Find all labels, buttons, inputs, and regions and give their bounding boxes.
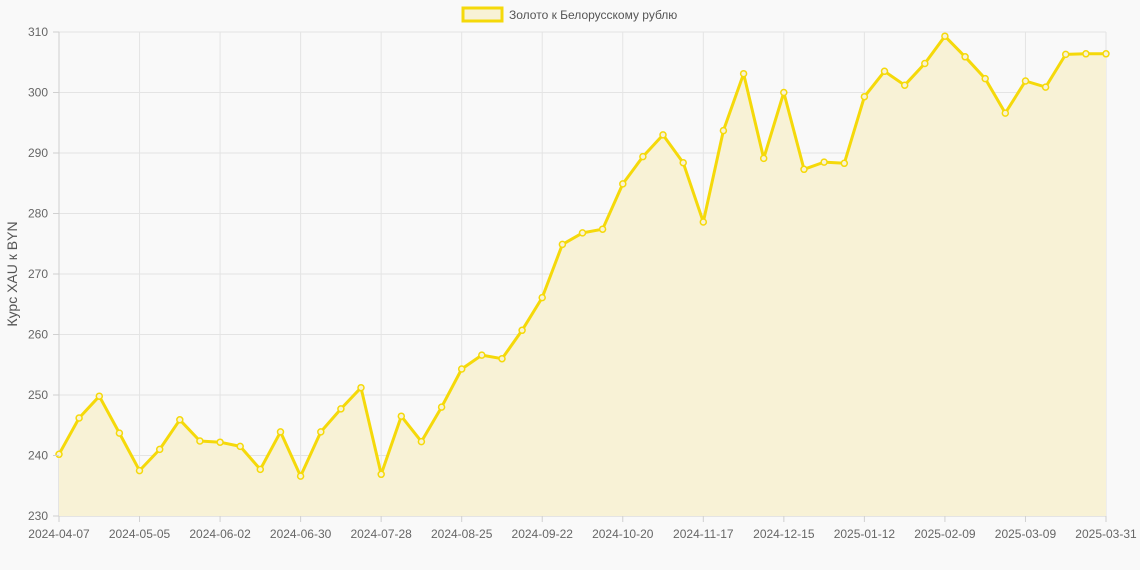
data-point[interactable] xyxy=(1061,50,1070,59)
data-point[interactable] xyxy=(95,392,104,400)
y-tick-label: 230 xyxy=(28,509,48,523)
data-point[interactable] xyxy=(699,218,708,226)
series-area xyxy=(59,36,1106,516)
data-point[interactable] xyxy=(417,437,426,446)
data-point[interactable] xyxy=(55,450,63,459)
x-tick-label: 2024-07-28 xyxy=(350,527,412,541)
data-point[interactable] xyxy=(719,126,728,135)
data-point[interactable] xyxy=(115,429,124,437)
x-tick-label: 2024-06-02 xyxy=(189,527,251,541)
data-point[interactable] xyxy=(619,180,627,188)
data-point[interactable] xyxy=(961,53,969,61)
data-point[interactable] xyxy=(860,92,869,101)
x-tick-label: 2024-04-07 xyxy=(28,527,90,541)
data-point[interactable] xyxy=(478,351,486,359)
data-point[interactable] xyxy=(1041,83,1050,91)
data-point[interactable] xyxy=(135,466,144,475)
data-point[interactable] xyxy=(296,472,305,480)
data-point[interactable] xyxy=(1021,77,1030,85)
y-tick-label: 270 xyxy=(28,267,48,281)
data-point[interactable] xyxy=(196,437,204,445)
chart-legend[interactable]: Золото к Белорусскому рублю xyxy=(461,6,677,23)
data-point[interactable] xyxy=(538,293,546,302)
series-area-fill xyxy=(59,36,1106,516)
data-point[interactable] xyxy=(377,470,385,479)
data-point[interactable] xyxy=(659,131,667,139)
data-point[interactable] xyxy=(397,412,406,420)
data-point[interactable] xyxy=(981,74,989,83)
data-point[interactable] xyxy=(598,225,607,233)
x-tick-label: 2025-03-09 xyxy=(995,527,1057,541)
series-points xyxy=(55,32,1110,480)
legend-swatch xyxy=(461,6,504,23)
x-tick-label: 2025-01-12 xyxy=(834,527,896,541)
data-point[interactable] xyxy=(880,67,889,76)
y-axis-label: Курс XAU к BYN xyxy=(4,221,20,326)
data-point[interactable] xyxy=(840,159,849,168)
data-point[interactable] xyxy=(176,416,184,424)
x-tick-label: 2024-06-30 xyxy=(270,527,332,541)
y-tick-label: 250 xyxy=(28,388,48,402)
x-tick-label: 2025-02-09 xyxy=(914,527,976,541)
y-tick-label: 260 xyxy=(28,328,48,342)
x-tick-label: 2024-09-22 xyxy=(512,527,574,541)
data-point[interactable] xyxy=(639,152,647,161)
y-axis-ticks: 230 240 250 260 270 280 290 300 310 xyxy=(28,25,59,523)
data-point[interactable] xyxy=(457,365,466,373)
data-point[interactable] xyxy=(1001,109,1010,117)
data-point[interactable] xyxy=(75,414,83,422)
data-point[interactable] xyxy=(155,445,164,454)
data-point[interactable] xyxy=(276,428,285,436)
data-point[interactable] xyxy=(1082,50,1090,58)
data-point[interactable] xyxy=(498,354,506,363)
data-point[interactable] xyxy=(921,59,929,68)
data-point[interactable] xyxy=(900,81,909,89)
x-tick-label: 2024-11-17 xyxy=(673,527,734,541)
y-tick-label: 300 xyxy=(28,86,48,100)
legend-label: Золото к Белорусскому рублю xyxy=(509,8,677,22)
data-point[interactable] xyxy=(941,32,949,40)
x-axis-ticks: 2024-04-07 2024-05-05 2024-06-02 2024-06-30… xyxy=(28,516,1137,541)
x-tick-label: 2025-03-31 xyxy=(1075,527,1137,541)
data-point[interactable] xyxy=(1102,50,1110,58)
data-point[interactable] xyxy=(739,69,748,78)
data-point[interactable] xyxy=(800,165,808,174)
data-point[interactable] xyxy=(437,403,446,411)
y-tick-label: 280 xyxy=(28,207,48,221)
data-point[interactable] xyxy=(216,438,224,446)
data-point[interactable] xyxy=(256,465,265,474)
data-point[interactable] xyxy=(357,383,365,392)
data-point[interactable] xyxy=(578,229,587,237)
y-tick-label: 240 xyxy=(28,449,48,463)
data-point[interactable] xyxy=(679,158,687,167)
data-point[interactable] xyxy=(558,240,567,249)
data-point[interactable] xyxy=(317,428,325,436)
data-point[interactable] xyxy=(236,442,244,451)
data-point[interactable] xyxy=(337,405,345,413)
y-tick-label: 310 xyxy=(28,25,48,39)
data-point[interactable] xyxy=(780,88,788,97)
y-tick-label: 290 xyxy=(28,146,48,160)
data-point[interactable] xyxy=(759,154,768,163)
x-tick-label: 2024-12-15 xyxy=(753,527,815,541)
data-point[interactable] xyxy=(820,158,828,166)
x-tick-label: 2024-05-05 xyxy=(109,527,171,541)
data-point[interactable] xyxy=(518,326,526,335)
x-tick-label: 2024-10-20 xyxy=(592,527,654,541)
x-tick-label: 2024-08-25 xyxy=(431,527,493,541)
